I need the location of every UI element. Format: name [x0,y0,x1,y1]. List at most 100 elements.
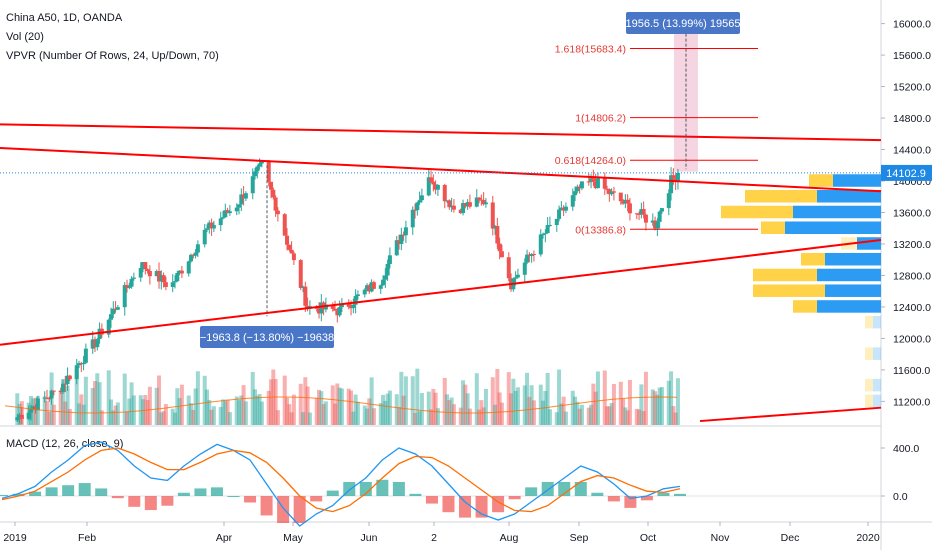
candle-body [463,203,468,207]
candle-body [449,205,454,208]
candle-body [369,282,374,292]
macd-histogram-bar [558,481,571,496]
volume-bar [527,396,532,425]
volume-bar [653,391,658,425]
volume-bar [511,378,516,425]
candle-body [47,398,52,400]
volume-bar [234,396,239,425]
candle-body [474,197,479,207]
candle-body [26,412,31,419]
candle-body [513,277,518,279]
candle-body [273,197,278,211]
time-tick-label: 2020 [856,532,880,544]
candle-body [575,186,580,192]
macd-histogram-bar [310,496,323,502]
macd-histogram-bar [12,493,25,496]
candle-body [269,181,274,190]
volume-bar [141,399,146,425]
volume-bar [499,402,504,425]
candle-body [193,252,198,256]
candle-body [31,406,36,409]
time-tick-label: Apr [216,532,233,544]
volume-bar [595,371,600,425]
candle-body [643,214,648,223]
candle-body [234,207,239,212]
candle-body [673,178,678,182]
candle-body [143,262,148,270]
volume-bar [490,377,495,425]
macd-histogram-bar [95,488,108,496]
macd-histogram-bar [326,490,339,496]
volume-bar [63,401,68,425]
volume-bar [541,400,546,425]
drop-label: −1963.8 (−13.80%) −19638 [200,332,334,344]
candle-body [399,234,404,244]
volume-bar [554,412,559,425]
candle-body [637,213,642,215]
upper-resistance-line [0,123,882,142]
price-tick-label: 13200.0 [893,239,931,251]
candle-body [413,209,418,211]
candle-body [67,375,72,380]
volume-bar [449,397,454,425]
candle-body [191,254,196,256]
vpvr-up-bar [873,315,881,329]
candle-body [15,417,20,421]
candle-body [433,184,438,190]
candle-body [657,211,662,222]
volume-bar [506,372,511,425]
macd-histogram-bar [624,496,637,508]
candle-body [655,221,660,229]
vpvr-up-bar [833,174,881,187]
macd-histogram-bar [111,496,124,499]
candle-body [221,217,226,219]
candle-body [397,240,402,244]
candle-body [403,227,408,236]
volume-bar [273,378,278,425]
volume-bar [605,406,610,425]
candle-body [275,210,280,215]
candle-body [461,203,466,214]
candle-body [541,234,546,236]
candle-body [333,308,338,311]
volume-bar [65,385,70,425]
candle-body [211,225,216,229]
volume-bar [639,384,644,425]
vpvr-down-bar [865,394,873,408]
candle-body [223,210,228,218]
candle-body [125,285,130,288]
volume-bar [669,371,674,425]
volume-bar [74,369,79,425]
volume-bar [513,390,518,425]
volume-bar [611,384,616,425]
candle-body [159,275,164,282]
candle-body [49,390,54,399]
candle-body [543,233,548,235]
candle-body [131,277,136,279]
volume-bar [339,388,344,425]
volume-bar [161,411,166,425]
candle-body [19,414,24,419]
volume-bar [621,398,626,425]
price-tick-label: 14800.0 [893,113,931,125]
candle-body [378,285,383,289]
candle-body [122,285,127,308]
candle-body [371,282,376,289]
macd-histogram-bar [607,496,620,502]
candle-body [625,199,630,204]
volume-bar [255,395,260,425]
candle-body [170,282,175,287]
macd-histogram-bar [244,496,257,503]
volume-bar [67,408,72,425]
price-tick-label: 11600.0 [893,365,930,377]
volume-bar [474,373,479,425]
volume-bar [515,387,520,425]
candle-body [495,225,500,244]
volume-bar [90,387,95,425]
volume-bar [413,412,418,425]
volume-bar [378,403,383,425]
volume-bar [433,392,438,425]
volume-bar [435,408,440,425]
candle-body [442,184,447,202]
